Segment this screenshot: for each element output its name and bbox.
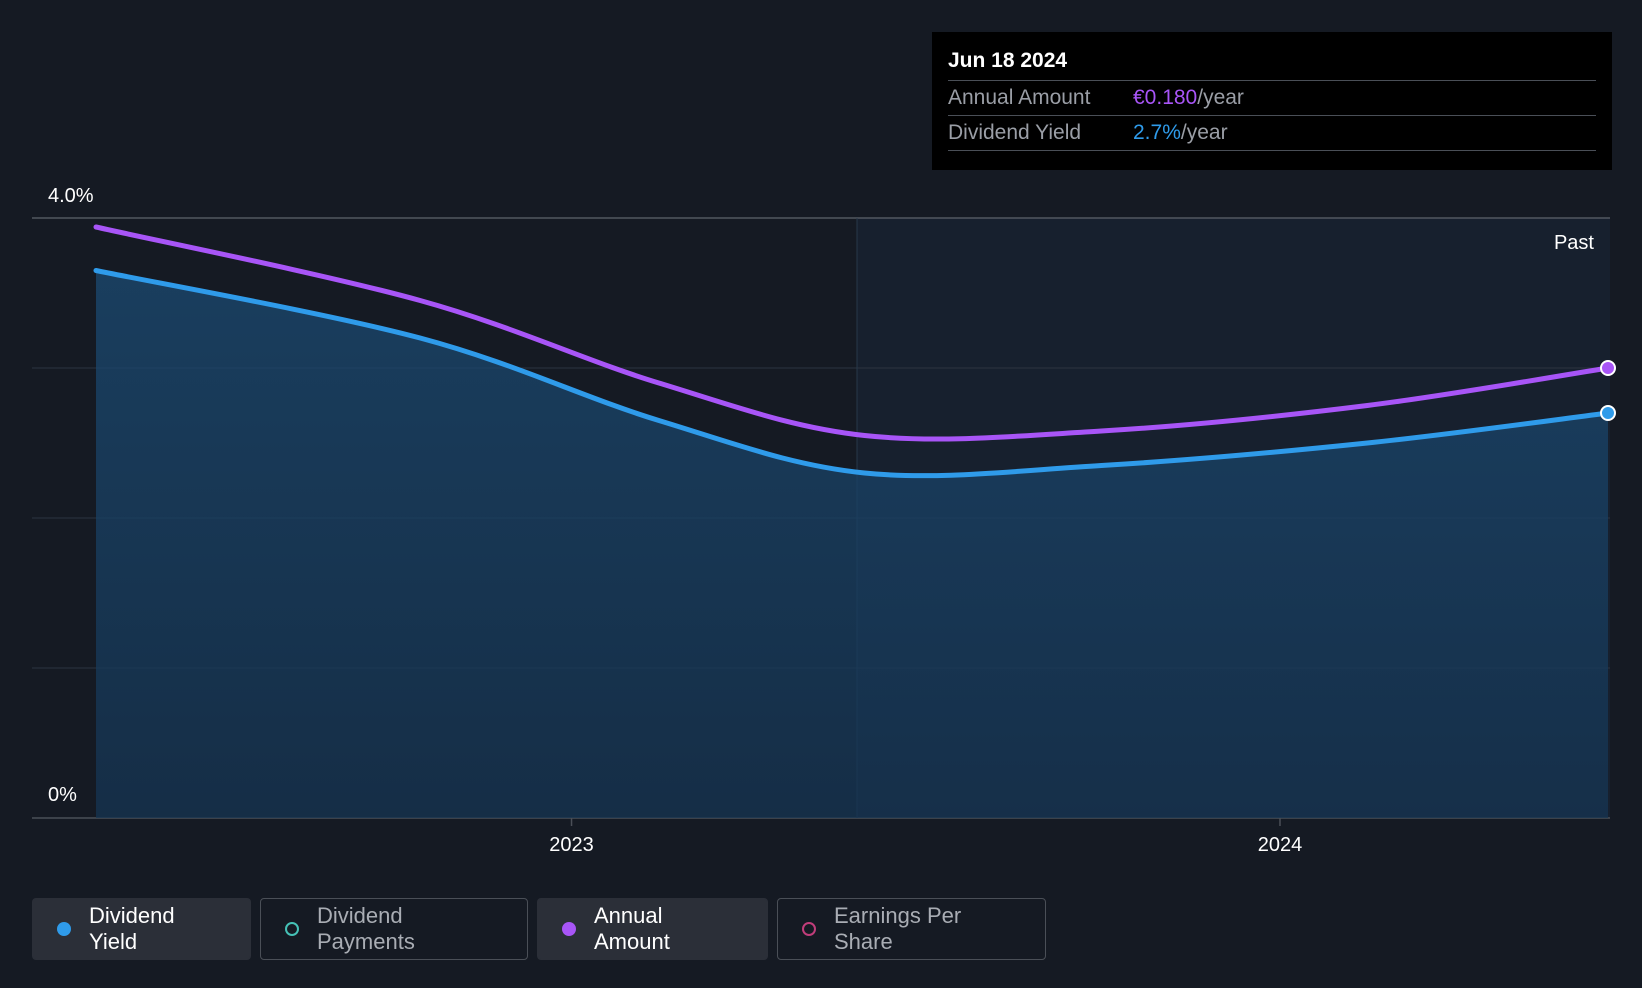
tooltip-unit: /year bbox=[1180, 121, 1228, 144]
axis-layer: 4.0% 0% 2023 2024 bbox=[48, 185, 1302, 856]
annual-amount-line bbox=[93, 224, 1611, 442]
legend-label: Annual Amount bbox=[594, 903, 670, 954]
annual-amount-end-point bbox=[1600, 360, 1616, 376]
tooltip-row-annual-amount: Annual Amount €0.180/year bbox=[948, 81, 1596, 116]
x-tick-label: 2024 bbox=[1258, 834, 1303, 856]
legend: Dividend Yield Dividend Payments Annual … bbox=[32, 898, 1046, 960]
legend-label: Earnings Per Share bbox=[834, 903, 962, 954]
dividend-yield-area bbox=[96, 270, 1608, 818]
y-tick-label: 4.0% bbox=[48, 185, 94, 207]
filled-circle-icon bbox=[57, 922, 71, 936]
tooltip-label: Annual Amount bbox=[948, 86, 1091, 109]
legend-label: Dividend Payments bbox=[317, 903, 415, 954]
legend-annual-amount-button[interactable]: Annual Amount bbox=[537, 898, 768, 960]
legend-earnings-per-share-button[interactable]: Earnings Per Share bbox=[777, 898, 1046, 960]
legend-label: Dividend Yield bbox=[89, 903, 175, 954]
legend-dividend-payments-button[interactable]: Dividend Payments bbox=[260, 898, 528, 960]
filled-circle-icon bbox=[562, 922, 576, 936]
hollow-circle-icon bbox=[285, 922, 299, 936]
tooltip-label: Dividend Yield bbox=[948, 121, 1082, 144]
series-layer bbox=[93, 224, 1616, 818]
y-tick-label: 0% bbox=[48, 784, 77, 806]
past-label: Past bbox=[1554, 232, 1594, 254]
tooltip-row-dividend-yield: Dividend Yield 2.7%/year bbox=[948, 116, 1596, 151]
hollow-circle-icon bbox=[802, 922, 816, 936]
legend-dividend-yield-button[interactable]: Dividend Yield bbox=[32, 898, 251, 960]
x-tick-label: 2023 bbox=[549, 834, 594, 856]
tooltip-value: €0.180 bbox=[1133, 86, 1198, 109]
tooltip-date: Jun 18 2024 bbox=[948, 46, 1596, 81]
tooltip-unit: /year bbox=[1197, 86, 1244, 109]
dividend-yield-line bbox=[93, 268, 1611, 479]
tooltip: Jun 18 2024 Annual Amount €0.180/year Di… bbox=[932, 32, 1612, 170]
tooltip-value: 2.7% bbox=[1133, 121, 1181, 144]
dividend-yield-end-point bbox=[1600, 405, 1616, 421]
